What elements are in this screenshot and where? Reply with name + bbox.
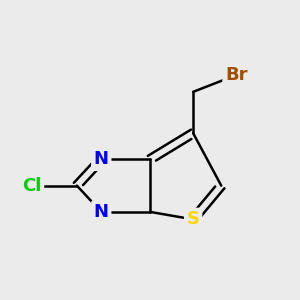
Text: Br: Br [225, 66, 248, 84]
Text: S: S [187, 210, 200, 228]
Text: Cl: Cl [22, 177, 42, 195]
Text: N: N [94, 150, 109, 168]
Text: N: N [94, 203, 109, 221]
